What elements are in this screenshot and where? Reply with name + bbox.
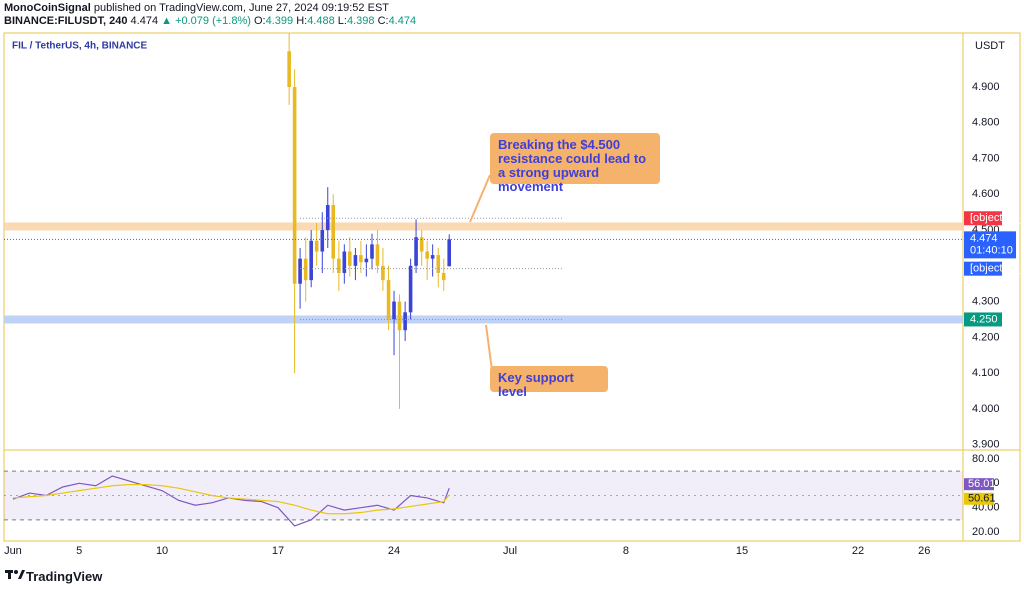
callout-pointer [485, 324, 493, 371]
x-tick-label: 10 [156, 545, 168, 557]
logo [5, 570, 25, 579]
candle-body [337, 258, 341, 273]
callout-pointer [469, 174, 491, 223]
candle-body [320, 230, 325, 252]
symbol: BINANCE:FILUSDT, 240 [4, 15, 128, 27]
rsi-value-label: 56.01 [968, 478, 996, 490]
price-label: [object Object] [970, 263, 1024, 275]
candle-body [419, 237, 424, 252]
x-tick-label: 26 [918, 545, 930, 557]
y-tick-label: 4.100 [972, 367, 1000, 379]
last-price: 4.474 [130, 15, 159, 27]
candle-body [347, 251, 352, 266]
y-tick-label: 4.800 [972, 117, 1000, 129]
author: MonoCoinSignal [4, 2, 91, 14]
candle-body [287, 51, 291, 88]
y-tick-label: 4.600 [972, 188, 1000, 200]
ohlc-label: O: [253, 15, 266, 27]
candle-body [430, 255, 435, 259]
x-tick-label: 15 [736, 545, 748, 557]
price-label-bg [964, 261, 1002, 276]
ohlc-value: 4.488 [307, 15, 335, 27]
y-tick-label: 20.00 [972, 526, 1000, 538]
candle-body [325, 205, 330, 231]
candle-body [314, 240, 319, 252]
candle-body [408, 265, 413, 313]
x-tick-label: 24 [388, 545, 400, 557]
price-label-bg [964, 312, 1002, 327]
callout: Key support level [490, 366, 608, 399]
candle-body [397, 301, 402, 331]
countdown: 01:40:10 [970, 244, 1013, 256]
x-tick-label: 5 [76, 545, 82, 557]
x-tick-label: 17 [272, 545, 284, 557]
last-price-bg [964, 231, 1016, 259]
rsi-line [12, 475, 450, 527]
candle-body [309, 240, 313, 281]
candle-body [436, 255, 441, 273]
y-tick-label: 80.00 [972, 453, 1000, 465]
candle-body [331, 205, 336, 259]
candle-body [447, 239, 452, 267]
price-label: [object Object] [970, 212, 1024, 224]
candle-body [292, 87, 297, 284]
candle-body [375, 244, 380, 266]
frame [3, 32, 1021, 542]
candle-body [381, 265, 385, 281]
ohlc-value: 4.399 [265, 15, 294, 27]
last-price-label: 4.474 [970, 232, 998, 244]
y-tick-label: 4.200 [972, 331, 1000, 343]
candle-body [353, 255, 358, 266]
candle-body [298, 258, 302, 284]
rsi-band [4, 471, 963, 520]
ohlc-value: 4.398 [346, 15, 375, 27]
overlay: FIL / TetherUS, 4h, BINANCE USDT 3.900 4.… [4, 40, 1024, 579]
rsi-value-bg [964, 478, 994, 491]
candle-body [359, 255, 363, 263]
publish-line: MonoCoinSignal published on TradingView.… [4, 2, 389, 14]
y-tick-label: 3.900 [972, 439, 1000, 451]
price-label: 4.250 [970, 313, 998, 325]
ohlc-label: L: [337, 15, 347, 27]
ohlc-label: H: [296, 15, 308, 27]
price-pane [4, 33, 963, 409]
price-label-bg [964, 211, 1002, 226]
rsi-value-label: 50.61 [968, 493, 996, 505]
axis-unit: USDT [975, 40, 1005, 52]
ohlc-label: C: [377, 15, 389, 27]
y-tick-label: 4.900 [972, 81, 1000, 93]
x-tick-label: Jun [4, 545, 22, 557]
candle-body [303, 258, 308, 281]
candle-body [364, 258, 369, 263]
candle-body [342, 251, 347, 273]
rsi-pane [4, 470, 963, 527]
x-tick-label: 22 [852, 545, 864, 557]
candle-body [441, 272, 446, 281]
x-tick-label: Jul [503, 545, 517, 557]
x-tick-label: 8 [623, 545, 629, 557]
brand: TradingView [26, 569, 103, 584]
y-tick-label: 4.000 [972, 403, 1000, 415]
candle-body [386, 280, 391, 320]
callout: Breaking the $4.500 resistance could lea… [490, 133, 660, 194]
candle-body [425, 251, 429, 259]
rsi-line [12, 483, 450, 515]
change: ▲ +0.079 (+1.8%) [161, 15, 251, 27]
ohlc-value: 4.474 [388, 15, 417, 27]
zone [4, 222, 963, 231]
candle-body [392, 301, 396, 320]
y-tick-label: 4.300 [972, 295, 1000, 307]
rsi-value-bg [964, 492, 994, 505]
symbol-line: BINANCE:FILUSDT, 240 4.474 ▲ +0.079 (+1.… [4, 15, 416, 27]
candle-body [403, 312, 407, 331]
y-tick-label: 4.700 [972, 152, 1000, 164]
published: published on TradingView.com, June 27, 2… [93, 2, 389, 14]
candle-body [370, 244, 374, 259]
candle-body [414, 237, 418, 266]
pane-title: FIL / TetherUS, 4h, BINANCE [12, 41, 148, 52]
